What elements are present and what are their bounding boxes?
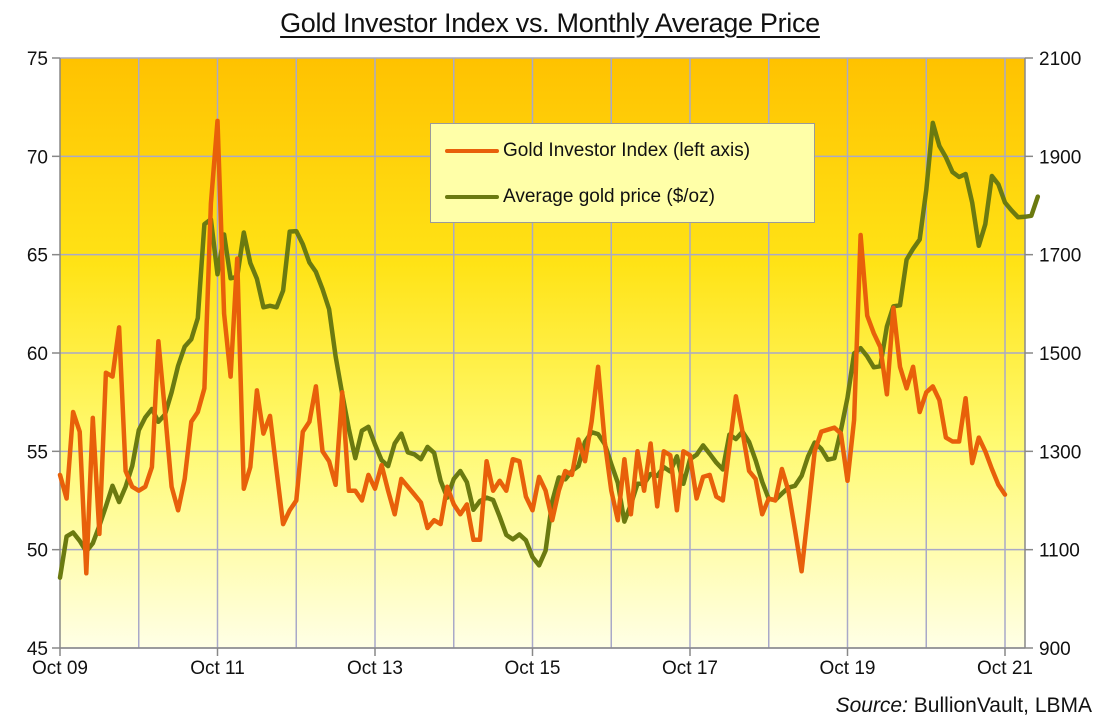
y-right-tick-label: 1300 [1039, 442, 1081, 463]
legend-swatch-gold-price [445, 195, 499, 199]
x-tick-label: Oct 19 [820, 658, 876, 679]
y-left-tick-label: 50 [27, 541, 48, 562]
series-investor-index-line [57, 118, 1008, 576]
y-right-tick-label: 2100 [1039, 49, 1081, 70]
x-tick-label: Oct 21 [977, 658, 1033, 679]
x-tick-label: Oct 09 [32, 658, 88, 679]
legend-label-gold-price: Average gold price ($/oz) [503, 186, 715, 207]
y-left-tick-label: 70 [27, 147, 48, 168]
x-tick-label: Oct 17 [662, 658, 718, 679]
y-left-tick-label: 65 [27, 246, 48, 267]
legend-item-gold-price: Average gold price ($/oz) [445, 186, 715, 208]
legend-item-investor-index: Gold Investor Index (left axis) [445, 140, 750, 162]
x-tick-label: Oct 15 [505, 658, 561, 679]
y-right-tick-label: 1500 [1039, 344, 1081, 365]
legend-label-investor-index: Gold Investor Index (left axis) [503, 140, 751, 161]
y-left-tick-label: 45 [27, 639, 48, 660]
legend-swatch-investor-index [445, 149, 499, 153]
chart-title: Gold Investor Index vs. Monthly Average … [280, 8, 820, 38]
source-note: Source: BullionVault, LBMA [835, 694, 1092, 717]
y-right-tick-label: 1100 [1039, 541, 1080, 562]
y-right-tick-label: 1700 [1039, 246, 1081, 267]
x-tick-label: Oct 13 [347, 658, 403, 679]
legend: Gold Investor Index (left axis) Average … [430, 123, 815, 223]
series-lines [57, 118, 1041, 580]
y-right-tick-label: 1900 [1039, 147, 1081, 168]
y-right-tick-label: 900 [1039, 639, 1071, 660]
y-left-tick-label: 60 [27, 344, 48, 365]
y-left-tick-label: 55 [27, 442, 48, 463]
y-left-tick-label: 75 [27, 49, 48, 70]
x-tick-label: Oct 11 [190, 658, 245, 679]
axes: 45 50 55 60 65 70 75 900 1100 1300 1500 1700 1900 210… [27, 49, 1081, 679]
